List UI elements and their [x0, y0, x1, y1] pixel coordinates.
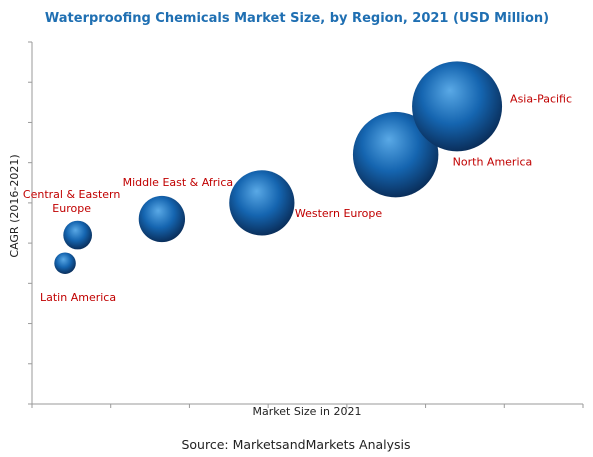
axes: [28, 41, 584, 408]
y-axis-label: CAGR (2016-2021): [8, 154, 21, 257]
bubbles: [54, 61, 503, 274]
x-ticks: [31, 404, 584, 408]
bubble-asia-pacific: [412, 61, 503, 152]
label-western-europe: Western Europe: [295, 207, 383, 220]
label-north-america: North America: [453, 156, 533, 169]
label-latin-america: Latin America: [40, 291, 116, 304]
chart-title: Waterproofing Chemicals Market Size, by …: [45, 11, 549, 26]
bubble-north-america: [352, 111, 439, 198]
bubble-middle-east-africa: [138, 195, 186, 243]
bubble-central-eastern-europe: [63, 220, 93, 250]
bubble-latin-america: [54, 252, 76, 274]
y-ticks: [28, 41, 32, 405]
bubble-western-europe: [229, 170, 295, 236]
label-asia-pacific: Asia-Pacific: [510, 92, 572, 105]
label-middle-east-africa: Middle East & Africa: [123, 176, 234, 189]
source-note: Source: MarketsandMarkets Analysis: [181, 437, 410, 452]
x-axis-label: Market Size in 2021: [253, 405, 362, 418]
label-central-eastern-europe: Central & Eastern Europe: [23, 188, 120, 215]
bubble-labels: Latin America Central & Eastern EuropeMidd…: [23, 92, 572, 304]
